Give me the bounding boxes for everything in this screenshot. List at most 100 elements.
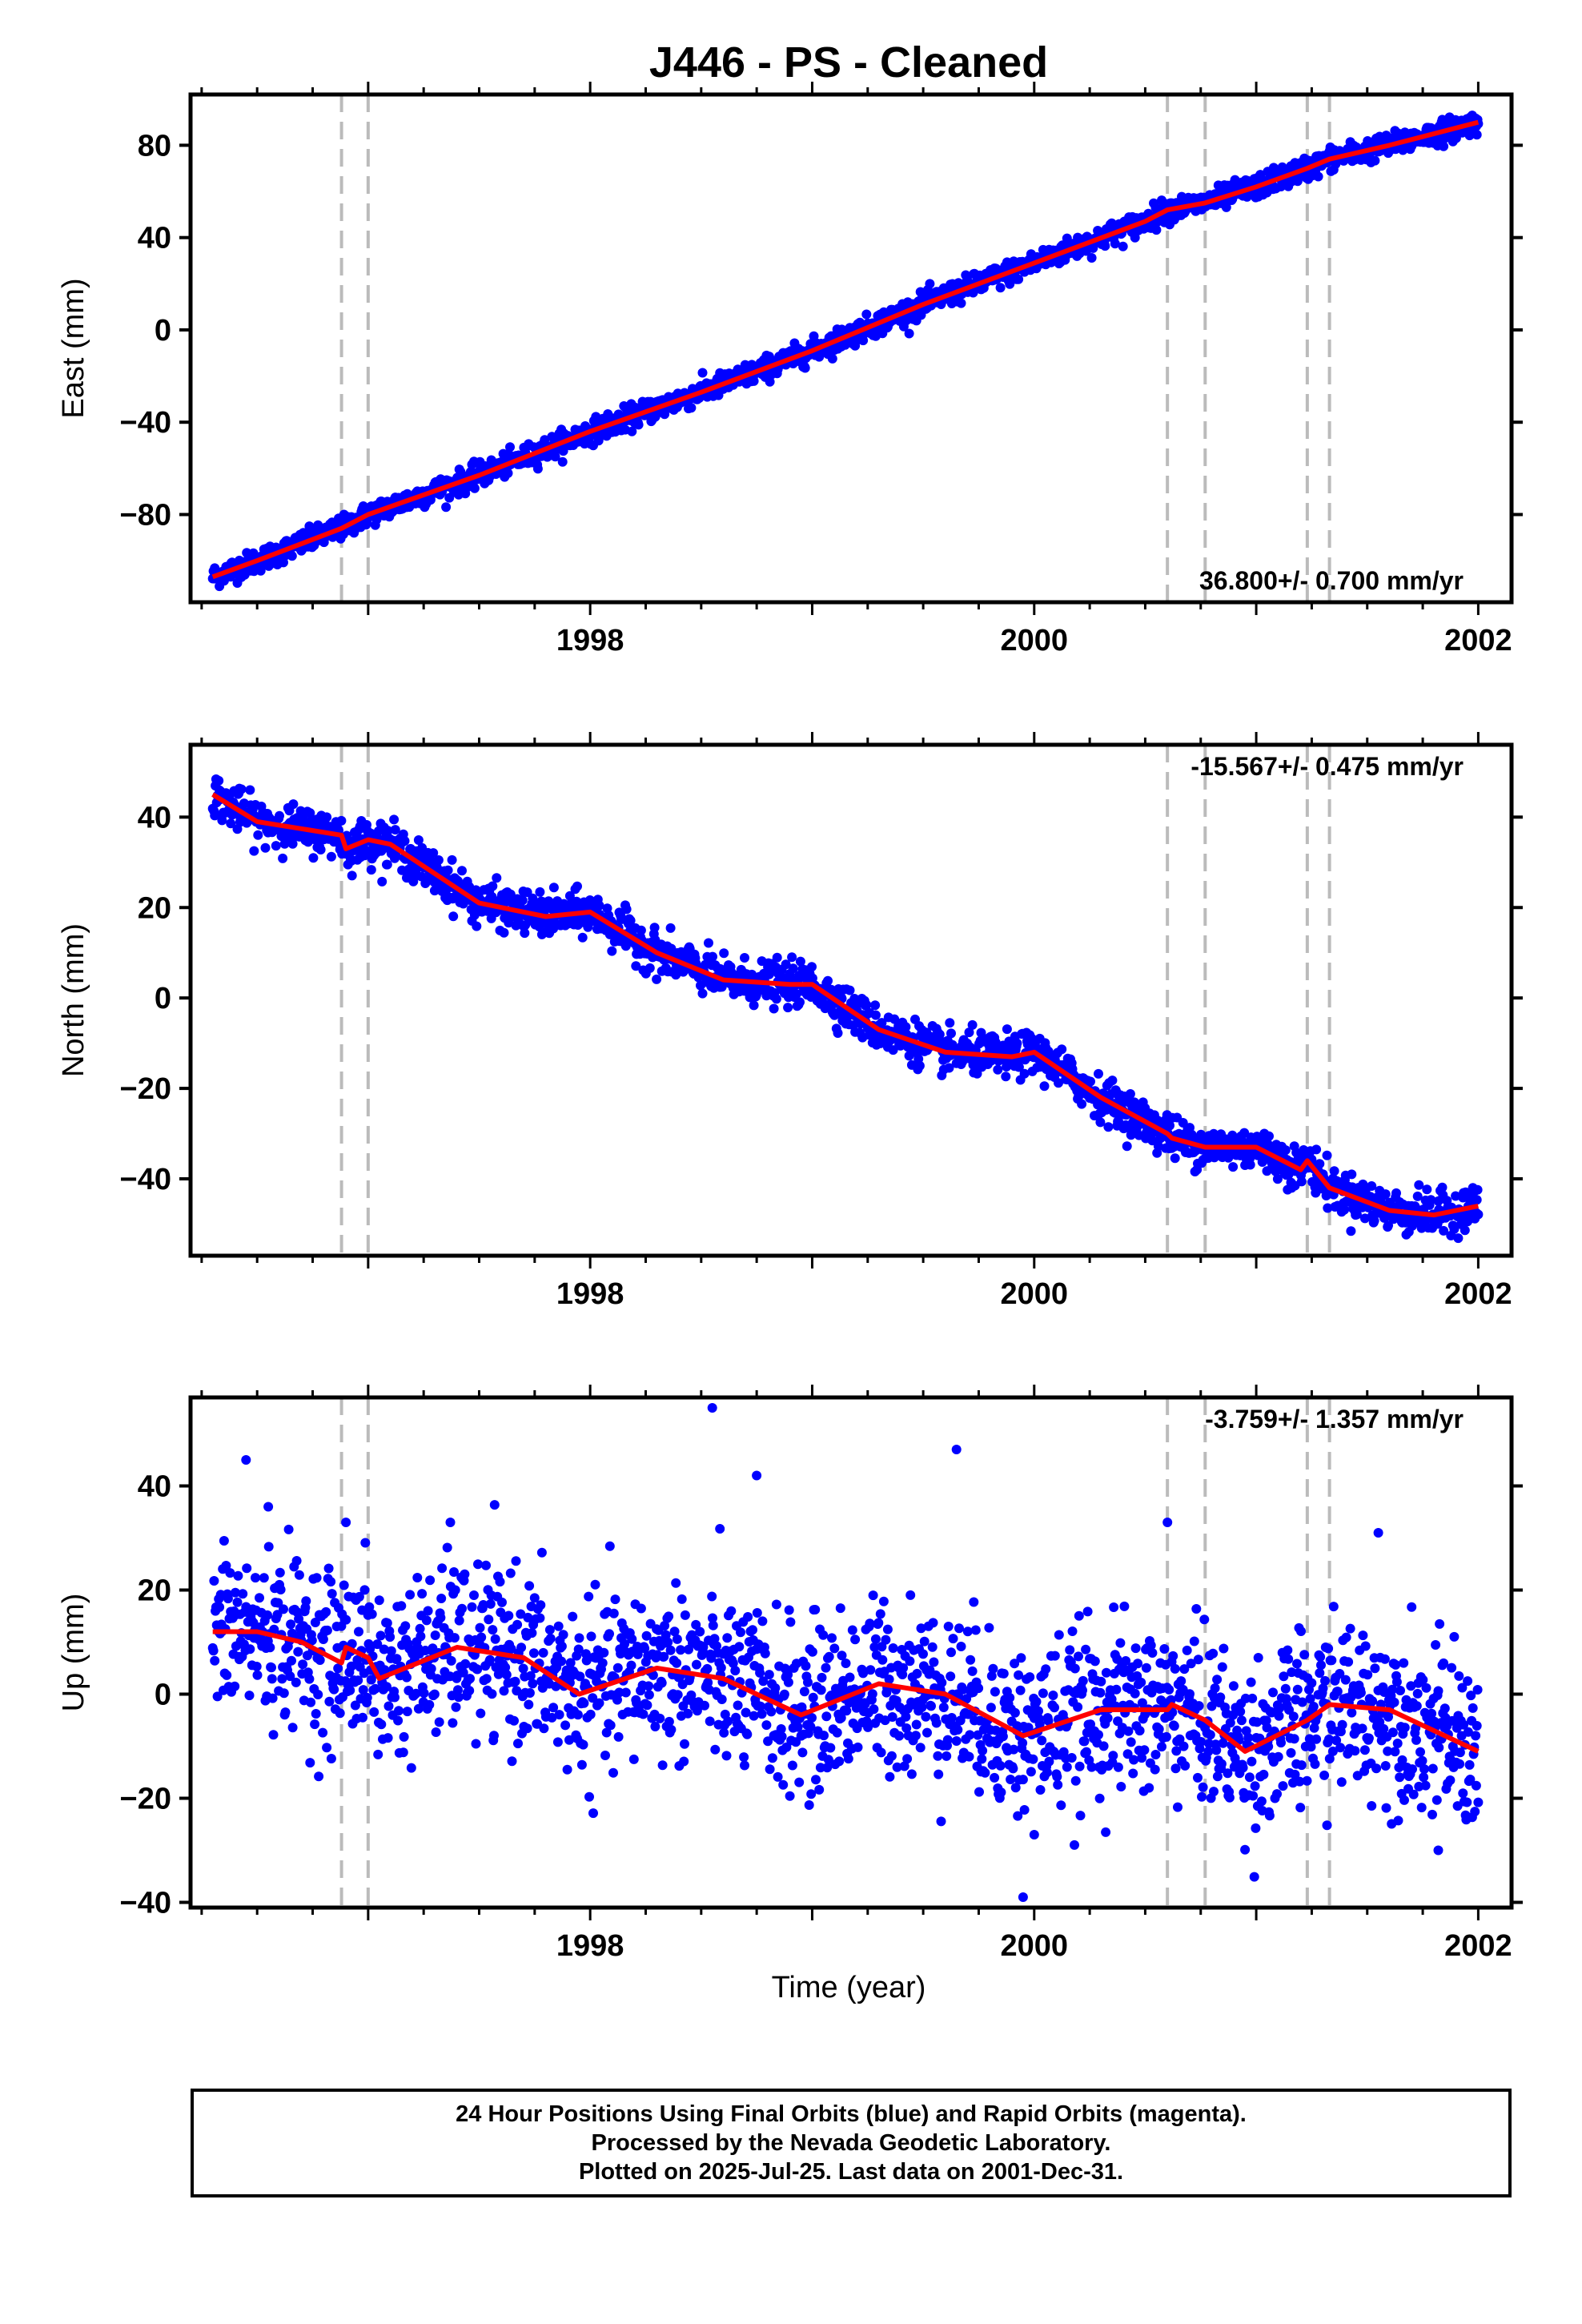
data-point: [811, 1775, 821, 1785]
data-point: [389, 814, 400, 825]
data-point: [1280, 1145, 1291, 1156]
data-point: [1296, 1176, 1307, 1187]
data-point: [777, 1731, 787, 1742]
data-point: [450, 1585, 460, 1595]
data-point: [743, 1612, 753, 1622]
data-point: [784, 1605, 794, 1615]
data-point: [398, 1747, 408, 1758]
data-point: [426, 1663, 436, 1674]
data-point: [294, 1570, 304, 1580]
data-point: [692, 1659, 701, 1670]
data-point: [642, 1700, 652, 1711]
data-point: [914, 1060, 925, 1071]
data-point: [787, 952, 797, 963]
data-point: [799, 1687, 809, 1697]
data-point: [326, 1577, 336, 1587]
data-point: [251, 1662, 262, 1671]
data-point: [740, 1760, 749, 1771]
data-point: [740, 953, 749, 963]
data-point: [705, 1716, 715, 1727]
data-point: [383, 826, 393, 836]
data-point: [255, 1593, 264, 1603]
data-point: [437, 1563, 448, 1574]
data-point: [441, 502, 452, 513]
data-point: [499, 927, 509, 938]
x-tick-label: 1998: [556, 624, 624, 657]
data-point: [507, 1756, 517, 1767]
data-point: [801, 1661, 811, 1671]
data-point: [748, 1625, 757, 1635]
data-point: [771, 994, 781, 1004]
data-point: [265, 1642, 275, 1653]
data-point: [568, 1611, 578, 1622]
data-point: [323, 1563, 334, 1574]
data-point: [406, 1763, 416, 1773]
data-point: [476, 1632, 487, 1642]
y-tick-label: 20: [138, 891, 171, 925]
data-point: [817, 1672, 827, 1683]
data-point: [739, 1752, 749, 1763]
data-point: [562, 1764, 572, 1775]
data-point: [489, 1500, 500, 1510]
data-point: [528, 1648, 539, 1659]
chart-title: J446 - PS - Cleaned: [649, 38, 1048, 86]
data-point: [650, 1722, 661, 1731]
data-point: [520, 928, 530, 939]
data-point: [1110, 239, 1120, 249]
data-point: [505, 1568, 516, 1578]
x-tick-label: 1998: [556, 1277, 624, 1311]
data-point: [795, 956, 805, 967]
data-point: [322, 812, 332, 822]
data-point: [810, 1605, 821, 1614]
data-point: [726, 1606, 737, 1616]
data-points: [207, 111, 1484, 592]
data-point: [1346, 1226, 1356, 1236]
data-point: [1315, 1159, 1325, 1169]
data-point: [322, 1625, 332, 1635]
data-point: [708, 1620, 718, 1630]
data-point: [584, 1591, 594, 1602]
y-tick-label: 40: [138, 801, 171, 834]
data-point: [665, 1645, 676, 1655]
data-point: [877, 1018, 887, 1028]
data-point: [421, 1615, 432, 1626]
data-point: [267, 1674, 277, 1684]
data-point: [956, 298, 966, 308]
data-point: [858, 336, 869, 346]
y-tick-label: 0: [155, 314, 171, 348]
data-point: [373, 1749, 383, 1759]
data-point: [628, 1754, 639, 1764]
data-point: [1472, 1195, 1482, 1205]
data-point: [473, 1559, 483, 1570]
data-point: [818, 1630, 829, 1640]
data-point: [291, 1677, 301, 1687]
data-point: [1460, 1225, 1470, 1236]
data-point: [431, 1727, 441, 1737]
data-point: [876, 1747, 886, 1758]
y-tick-label: −80: [120, 498, 171, 532]
data-point: [390, 1692, 400, 1703]
data-point: [700, 1700, 709, 1711]
data-point: [242, 1563, 252, 1574]
data-point: [1370, 155, 1380, 166]
data-point: [347, 870, 357, 881]
data-point: [657, 1760, 668, 1771]
data-point: [436, 1594, 447, 1603]
data-point: [772, 952, 782, 963]
data-point: [318, 1727, 328, 1738]
x-tick-label: 2000: [1001, 1277, 1069, 1311]
data-point: [672, 1658, 682, 1668]
data-point: [298, 1659, 308, 1670]
data-point: [904, 328, 914, 339]
data-point: [666, 1724, 677, 1735]
data-point: [710, 1744, 721, 1755]
data-point: [230, 1681, 240, 1691]
data-point: [552, 1737, 563, 1747]
data-point: [291, 1556, 302, 1566]
data-point: [527, 1628, 537, 1638]
data-point: [765, 1764, 775, 1775]
data-point: [850, 1634, 861, 1645]
data-point: [308, 853, 319, 863]
